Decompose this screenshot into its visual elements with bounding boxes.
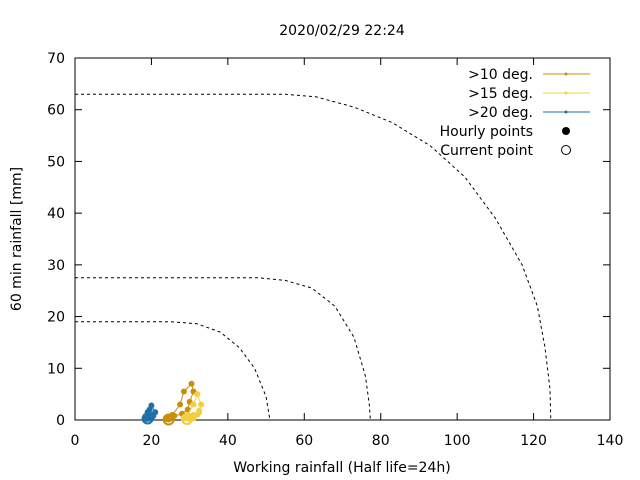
legend-marker	[564, 72, 568, 76]
hourly-point	[177, 401, 184, 408]
current-point	[162, 413, 175, 426]
threshold-curve-2	[75, 277, 371, 421]
hourly-point	[188, 380, 195, 387]
y-axis-label: 60 min rainfall [mm]	[9, 167, 25, 311]
x-axis-label: Working rainfall (Half life=24h)	[233, 460, 450, 476]
x-tick-label: 100	[444, 433, 471, 449]
axis-ticks: 0 20 40 60 80 100 120 140 0 10 20 30 40 50 60 70	[47, 51, 623, 449]
x-tick-label: 120	[520, 433, 547, 449]
y-tick-label: 50	[47, 154, 65, 170]
x-tick-label: 140	[597, 433, 624, 449]
hourly-point	[148, 402, 155, 409]
legend-marker-open	[561, 145, 571, 155]
hourly-point	[180, 388, 187, 395]
legend-marker	[564, 91, 568, 95]
y-tick-label: 10	[47, 361, 65, 377]
hourly-point	[190, 401, 197, 408]
current-point	[180, 412, 193, 425]
y-tick-label: 70	[47, 51, 65, 67]
y-tick-label: 40	[47, 206, 65, 222]
plot-frame	[74, 57, 611, 421]
x-tick-label: 0	[71, 433, 80, 449]
hourly-point	[194, 391, 201, 398]
legend-marker-filled	[562, 127, 570, 135]
y-tick-label: 30	[47, 258, 65, 274]
x-tick-label: 40	[219, 433, 237, 449]
legend-label: >15 deg.	[468, 86, 533, 102]
current-point	[141, 412, 154, 425]
hourly-point	[198, 401, 205, 408]
legend-label: Hourly points	[440, 124, 533, 140]
legend-label: >20 deg.	[468, 105, 533, 121]
threshold-curve-3	[75, 93, 552, 421]
y-tick-label: 0	[56, 413, 65, 429]
threshold-curves	[75, 93, 552, 421]
data-series	[141, 380, 205, 426]
y-tick-label: 20	[47, 310, 65, 326]
x-tick-label: 80	[372, 433, 390, 449]
legend-label: Current point	[440, 143, 533, 159]
legend-label: >10 deg.	[468, 67, 533, 83]
legend-marker	[564, 110, 568, 114]
threshold-curve-1	[75, 321, 271, 421]
x-tick-label: 60	[295, 433, 313, 449]
hourly-point	[165, 416, 172, 423]
hourly-point	[196, 409, 203, 416]
y-tick-label: 60	[47, 103, 65, 119]
x-tick-label: 20	[143, 433, 161, 449]
chart-title: 2020/02/29 22:24	[279, 23, 405, 39]
legend: >10 deg. >15 deg. >20 deg. Hourly points Cur…	[440, 67, 590, 159]
